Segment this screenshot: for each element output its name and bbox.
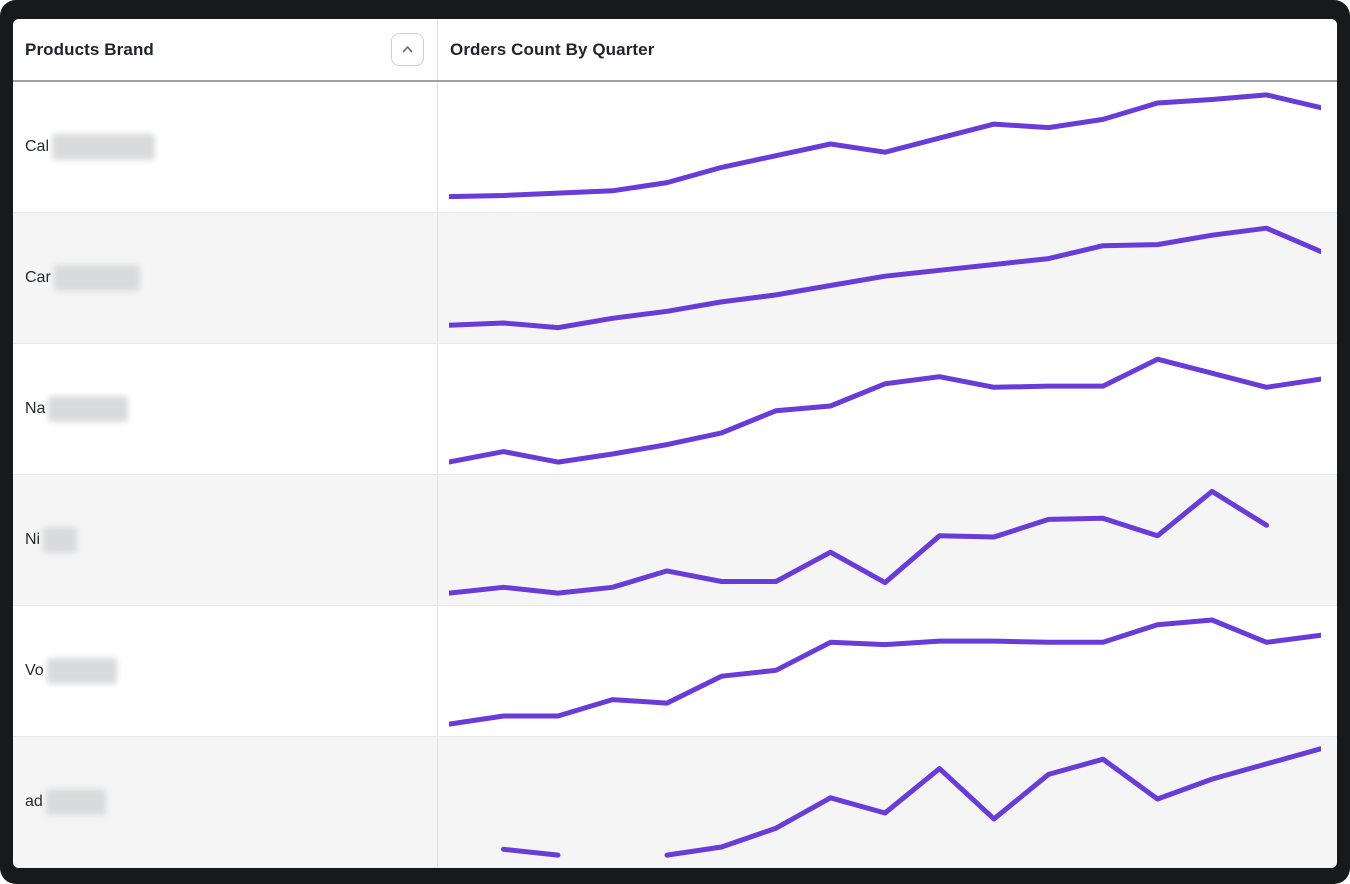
brand-prefix: ad [25, 793, 43, 810]
orders-count-header-label[interactable]: Orders Count By Quarter [450, 39, 655, 59]
table-body: Cal Car Na Ni Vo [13, 82, 1337, 868]
chevron-up-icon [402, 46, 413, 53]
table-row: Car [13, 213, 1337, 344]
sparkline-cell [438, 737, 1337, 867]
brand-cell: Na [13, 344, 438, 474]
brand-cell: Cal [13, 82, 438, 212]
brand-prefix: Na [25, 400, 46, 417]
brand-prefix: Vo [25, 662, 44, 679]
brand-name-redacted-blur [48, 396, 129, 422]
brand-name-redacted-blur [43, 527, 78, 553]
sparkline-cell [438, 82, 1337, 212]
table-row: Ni [13, 475, 1337, 606]
table-row: Na [13, 344, 1337, 475]
orders-sparkline-chart [449, 617, 1321, 727]
sort-ascending-button[interactable] [391, 33, 424, 66]
sparkline-cell [438, 213, 1337, 343]
sparkline-cell [438, 344, 1337, 474]
table-row: ad [13, 737, 1337, 868]
orders-sparkline-chart [449, 488, 1269, 596]
brand-name-redacted-blur [45, 789, 106, 815]
sparkline-cell [438, 475, 1337, 605]
products-brand-header-label[interactable]: Products Brand [25, 39, 154, 59]
orders-sparkline-chart [449, 225, 1321, 331]
orders-sparkline-chart [449, 356, 1321, 465]
brand-cell: Ni [13, 475, 438, 605]
table-row: Vo [13, 606, 1337, 737]
sparkline-cell [438, 606, 1337, 736]
column-header-orders-count: Orders Count By Quarter [438, 19, 1337, 80]
brand-prefix: Ni [25, 531, 41, 548]
brand-cell: Car [13, 213, 438, 343]
brand-cell: Vo [13, 606, 438, 736]
table-visualization: Products Brand Orders Count By Quarter C… [13, 19, 1337, 868]
orders-sparkline-chart [449, 92, 1321, 200]
brand-name-redacted-blur [46, 658, 117, 684]
brand-prefix: Car [25, 269, 51, 286]
table-header-row: Products Brand Orders Count By Quarter [13, 19, 1337, 82]
brand-cell: ad [13, 737, 438, 867]
orders-sparkline-chart [501, 746, 1321, 858]
brand-name-redacted-blur [53, 265, 140, 291]
brand-name-redacted-blur [52, 134, 156, 160]
column-header-products-brand: Products Brand [13, 19, 438, 80]
table-row: Cal [13, 82, 1337, 213]
brand-prefix: Cal [25, 138, 50, 155]
